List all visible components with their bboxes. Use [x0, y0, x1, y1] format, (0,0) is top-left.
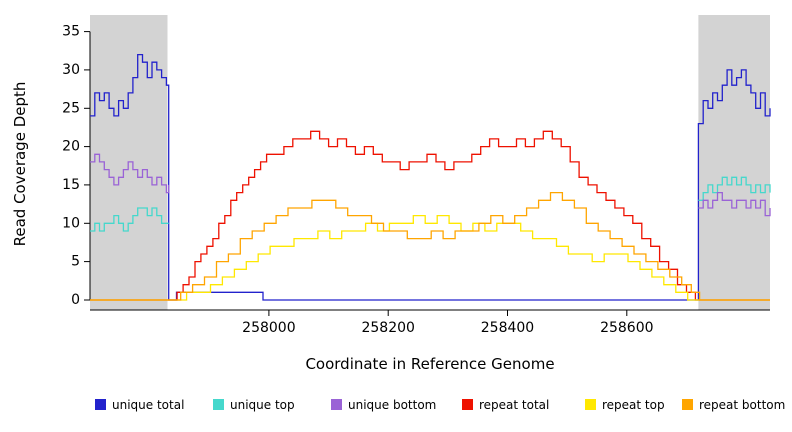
series-line-unique-top [698, 176, 771, 201]
legend-swatch-unique-bottom [331, 399, 342, 410]
legend-label-repeat-total: repeat total [479, 398, 549, 412]
y-tick-label: 35 [62, 24, 80, 40]
x-tick-label: 258400 [481, 320, 534, 336]
legend-label-unique-bottom: unique bottom [348, 398, 436, 412]
series-line-repeat-total [90, 130, 770, 301]
x-tick-label: 258000 [242, 320, 295, 336]
y-tick-label: 25 [62, 100, 80, 116]
y-tick-label: 30 [62, 62, 80, 78]
series-line-repeat-bottom [90, 191, 770, 301]
legend-swatch-repeat-total [462, 399, 473, 410]
y-tick-label: 10 [62, 215, 80, 231]
legend-label-unique-top: unique top [230, 398, 295, 412]
y-tick-label: 15 [62, 177, 80, 193]
series-line-unique-bottom [90, 153, 170, 194]
y-axis-label: Read Coverage Depth [11, 82, 29, 247]
series-line-unique-top [90, 207, 169, 232]
series-line-unique-bottom [698, 191, 771, 217]
legend-swatch-repeat-bottom [682, 399, 693, 410]
legend-swatch-unique-top [213, 399, 224, 410]
legend-label-repeat-bottom: repeat bottom [699, 398, 785, 412]
legend-swatch-unique-total [95, 399, 106, 410]
plot-render-root: 0 5 10 15 20 25 30 35 258000 258200 258400 258600 un… [62, 15, 785, 412]
x-tick-label: 258600 [600, 320, 653, 336]
legend-swatch-repeat-top [585, 399, 596, 410]
y-tick-label: 5 [71, 254, 80, 270]
legend-label-repeat-top: repeat top [602, 398, 665, 412]
x-axis-label: Coordinate in Reference Genome [305, 355, 554, 373]
x-tick-label: 258200 [361, 320, 414, 336]
series-line-repeat-top [90, 214, 770, 301]
y-tick-label: 20 [62, 139, 80, 155]
y-tick-label: 0 [71, 292, 80, 308]
legend-label-unique-total: unique total [112, 398, 184, 412]
shaded-masked-region [698, 15, 770, 310]
